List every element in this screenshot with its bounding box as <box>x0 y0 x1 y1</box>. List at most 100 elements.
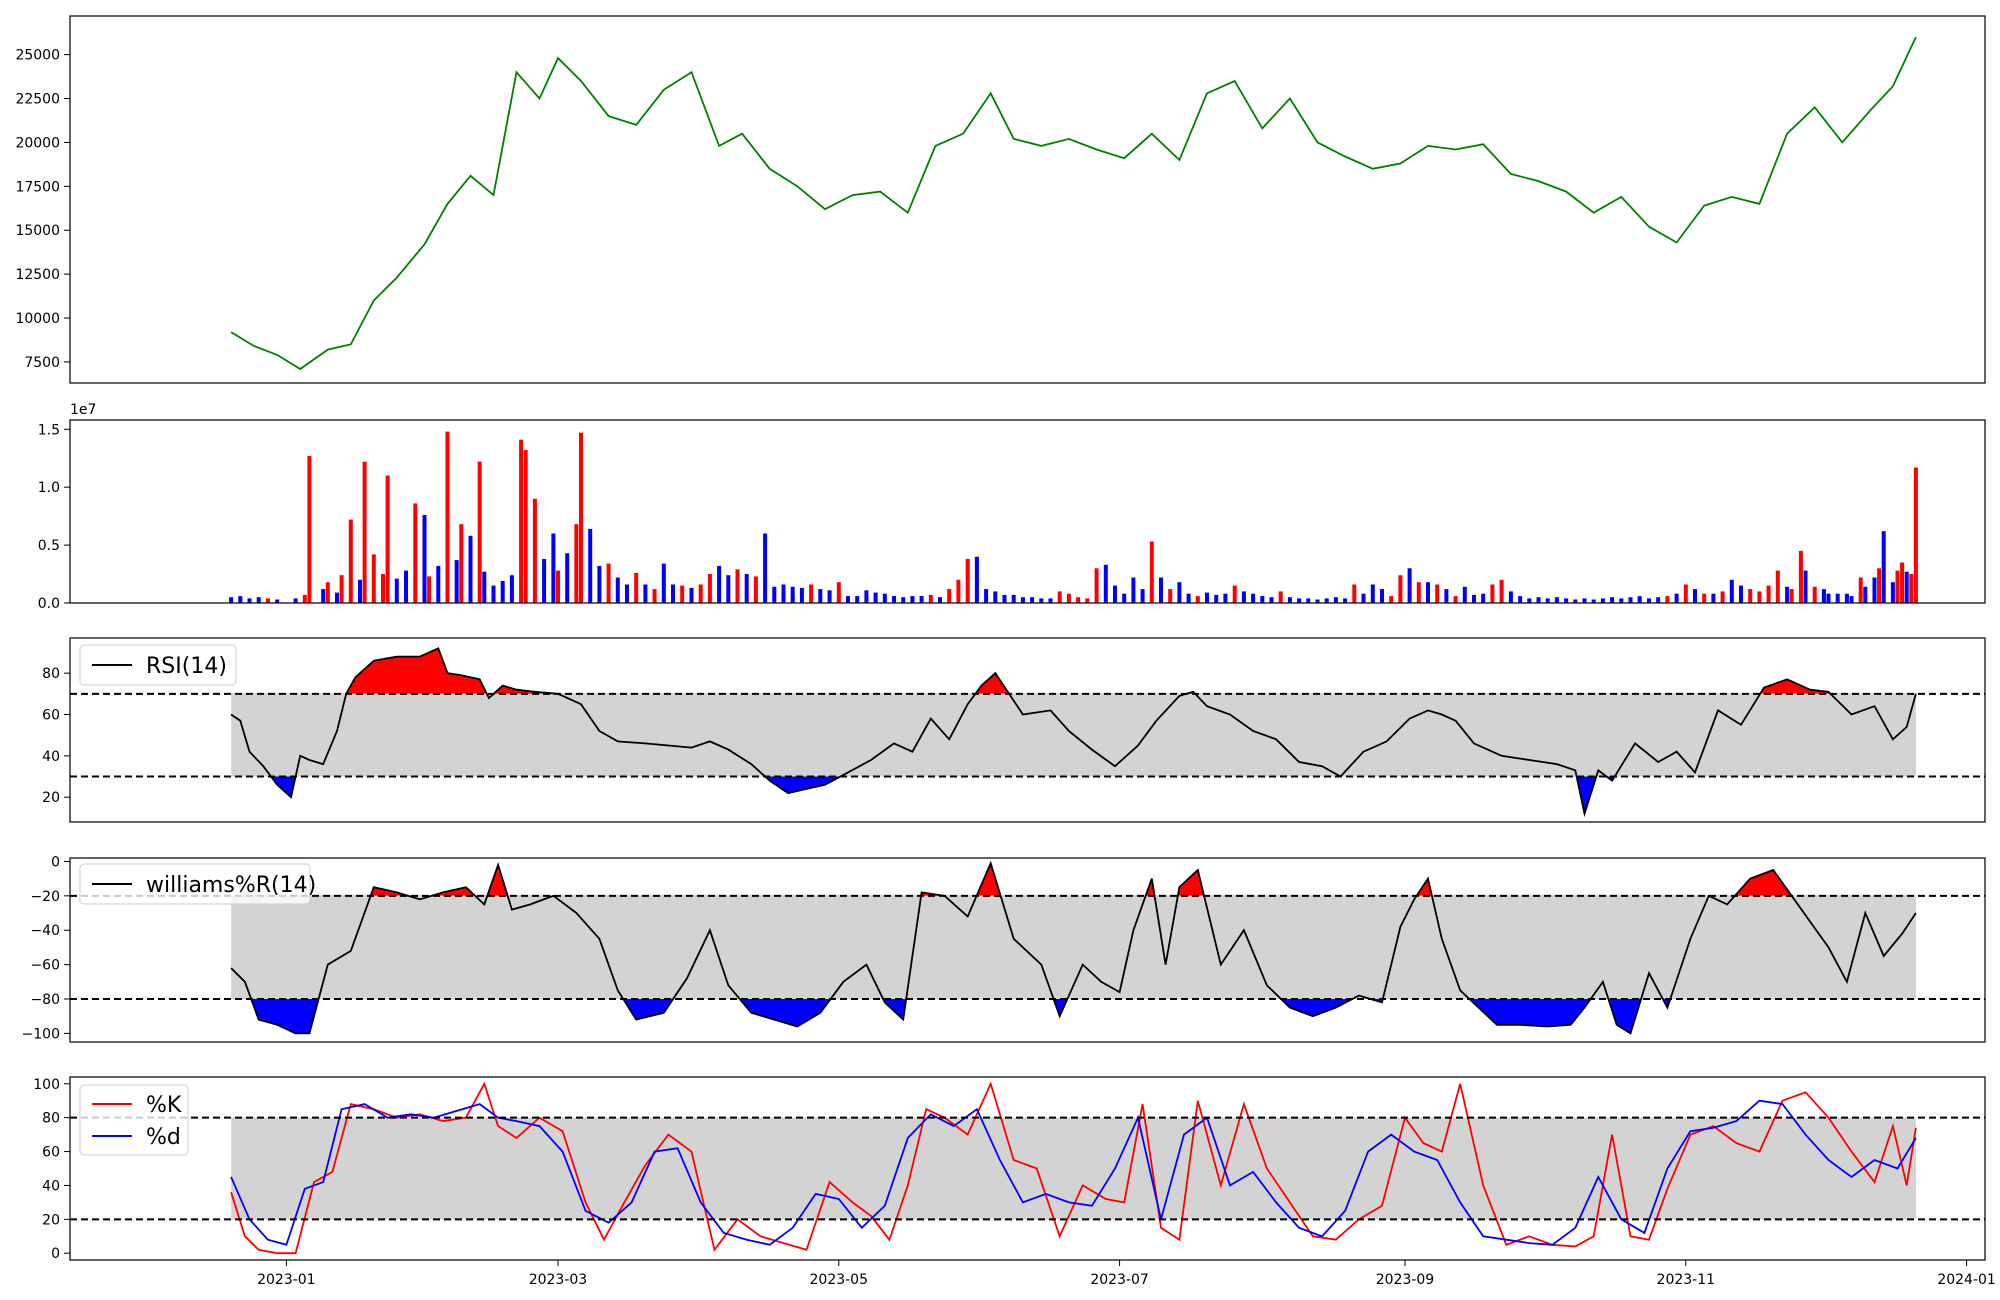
volume-bar <box>1739 585 1743 603</box>
volume-bar <box>1205 592 1209 603</box>
volume-bar <box>542 559 547 603</box>
volume-bar <box>1011 594 1016 603</box>
volume-bar <box>717 565 722 603</box>
volume-bar <box>1168 589 1173 603</box>
volume-bar <box>735 569 740 603</box>
volume-bar <box>1149 541 1154 603</box>
volume-bar <box>1508 591 1513 603</box>
rsi-y-tick-label: 60 <box>42 707 60 723</box>
volume-bar <box>1656 597 1661 603</box>
x-tick-label: 2023-11 <box>1657 1272 1716 1288</box>
volume-bar <box>1803 570 1808 603</box>
volume-bar <box>1343 598 1348 603</box>
volume-bar <box>1789 589 1794 603</box>
volume-bar <box>615 577 620 603</box>
volume-bar <box>229 597 234 603</box>
volume-bar <box>1278 591 1283 603</box>
rsi-legend: RSI(14) <box>79 644 237 686</box>
volume-bar <box>781 584 786 603</box>
volume-bar <box>1352 584 1357 603</box>
price-frame <box>69 15 1986 384</box>
volume-bar <box>1637 596 1642 603</box>
volume-bar <box>606 563 611 603</box>
x-tick-label: 2023-01 <box>257 1272 316 1288</box>
volume-bar <box>404 570 408 603</box>
volume-bar <box>1057 591 1062 603</box>
volume-bar <box>565 553 570 603</box>
volume-bar <box>519 439 524 603</box>
stochastic-y-tick-label: 60 <box>42 1145 60 1161</box>
volume-bar <box>1462 586 1467 603</box>
volume-bar <box>763 533 768 603</box>
x-tick-label: 2024-01 <box>1937 1272 1996 1288</box>
volume-bar <box>394 578 399 603</box>
stochastic-y-tick-label: 40 <box>42 1178 60 1194</box>
volume-bar <box>459 524 464 603</box>
price-y-tick-label: 17500 <box>15 179 60 195</box>
volume-bar <box>362 461 367 603</box>
volume-bar <box>1297 598 1302 603</box>
volume-bar <box>1131 577 1136 603</box>
stochastic-y-tick-label: 100 <box>33 1077 60 1093</box>
volume-bar <box>1085 598 1090 603</box>
volume-bar <box>1729 579 1734 603</box>
volume-bar <box>293 598 298 603</box>
k-line <box>230 1081 1917 1255</box>
volume-bar <box>938 597 942 603</box>
volume-bar <box>919 596 924 603</box>
williams-panel: −100 −80 −60 −40 −20 0 <box>22 854 1986 1043</box>
rsi-y-tick-label: 40 <box>42 749 60 765</box>
williams-y-tick-label: −20 <box>30 889 60 905</box>
volume-bar <box>1890 582 1895 603</box>
volume-bar <box>491 585 496 603</box>
price-y-tick-label: 25000 <box>15 48 60 64</box>
volume-bar <box>910 596 915 603</box>
volume-bar <box>445 431 450 603</box>
volume-bar <box>1610 597 1615 603</box>
volume-bar <box>680 585 685 603</box>
volume-bar <box>1389 596 1394 603</box>
williams-band <box>231 895 1916 1000</box>
williams-y-tick-label: −60 <box>30 958 60 974</box>
volume-bar <box>275 599 280 603</box>
price-line <box>230 36 1917 371</box>
volume-bar <box>238 596 243 603</box>
volume-bar <box>482 571 487 603</box>
volume-bar <box>1315 599 1320 603</box>
volume-bar <box>500 581 505 603</box>
volume-bar <box>1909 574 1914 603</box>
volume-bar <box>325 582 330 603</box>
x-tick-label: 2023-07 <box>1090 1272 1149 1288</box>
volume-bar <box>1287 597 1292 603</box>
volume-bar <box>1333 597 1338 603</box>
volume-bar <box>574 524 579 603</box>
volume-bar <box>790 586 795 603</box>
volume-bar <box>1407 568 1412 603</box>
volume-bar <box>1812 586 1817 603</box>
volume-bar <box>1223 593 1228 603</box>
price-y-tick-label: 7500 <box>24 355 60 371</box>
volume-bar <box>1900 562 1905 603</box>
volume-bar <box>1435 584 1440 603</box>
volume-bar <box>1066 593 1071 603</box>
volume-bar <box>846 596 850 603</box>
volume-frame <box>69 419 1986 604</box>
volume-bar <box>1913 467 1918 603</box>
rsi-overbought-fill <box>231 648 1916 694</box>
volume-bar <box>1260 596 1265 603</box>
williams-y-tick-label: −100 <box>22 1026 60 1042</box>
rsi-line <box>230 647 1917 818</box>
rsi-y-tick-label: 80 <box>42 666 60 682</box>
volume-bar <box>1647 598 1651 603</box>
volume-bar <box>652 589 657 603</box>
volume-bar <box>1269 597 1274 603</box>
volume-bar <box>1591 599 1596 603</box>
volume-bar <box>1766 585 1771 603</box>
volume-bar <box>1159 577 1163 603</box>
volume-bar <box>1306 598 1311 603</box>
volume-bar <box>1582 598 1587 603</box>
volume-bar <box>698 584 703 603</box>
volume-bar <box>1619 598 1624 603</box>
volume-bar <box>1872 577 1877 603</box>
volume-bar <box>1877 568 1882 603</box>
